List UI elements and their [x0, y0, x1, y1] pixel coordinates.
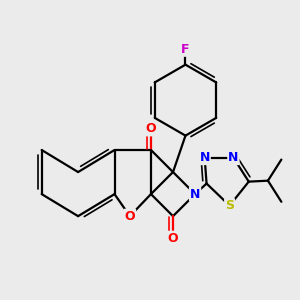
Text: N: N — [228, 151, 239, 164]
Text: O: O — [146, 122, 156, 135]
Text: O: O — [168, 232, 178, 245]
Text: N: N — [200, 151, 210, 164]
Text: O: O — [124, 210, 135, 223]
Text: N: N — [190, 188, 200, 201]
Text: S: S — [225, 199, 234, 212]
Text: F: F — [181, 43, 190, 56]
